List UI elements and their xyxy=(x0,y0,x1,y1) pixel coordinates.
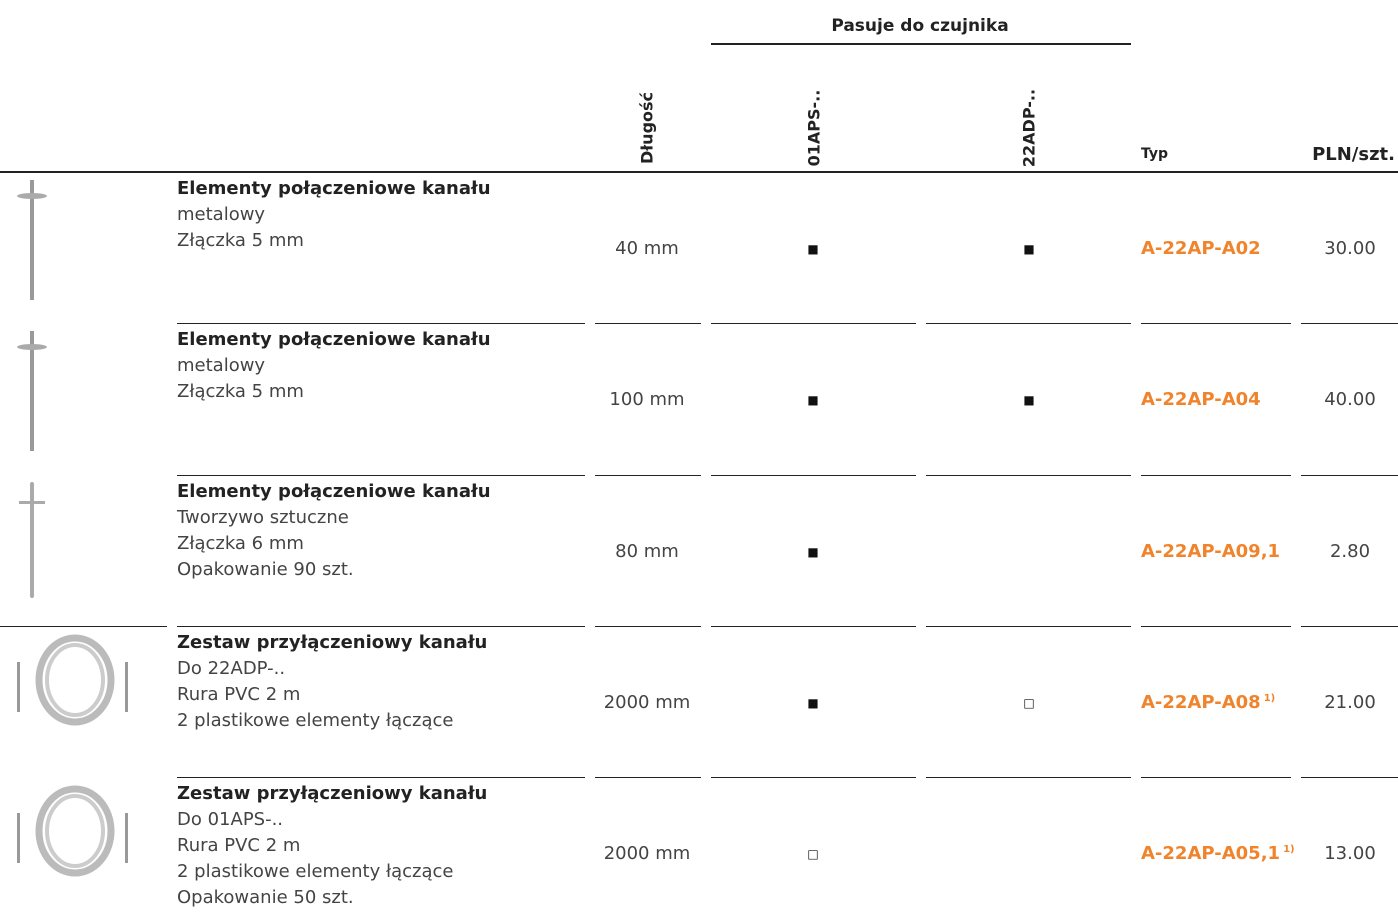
item-title: Elementy połączeniowe kanału xyxy=(177,178,491,199)
group-title: Pasuje do czujnika xyxy=(831,16,1009,36)
row-rule xyxy=(1141,625,1291,627)
item-detail: Tworzywo sztuczne xyxy=(177,506,349,528)
type-text: A-22AP-A02 xyxy=(1141,238,1261,259)
row-rule xyxy=(926,625,1131,627)
product-image xyxy=(17,331,47,451)
item-detail: 2 plastikowe elementy łączące xyxy=(177,861,454,883)
item-title: Zestaw przyłączeniowy kanału xyxy=(177,783,488,805)
type-code: A-22AP-A04 xyxy=(1141,389,1261,410)
row-rule xyxy=(1301,625,1398,627)
item-detail: Opakowanie 90 szt. xyxy=(177,558,354,580)
footnote: 1) xyxy=(1283,844,1295,856)
item-detail: Złączka 5 mm xyxy=(177,381,304,403)
price: 40.00 xyxy=(1324,389,1376,411)
length: 100 mm xyxy=(609,389,685,411)
sensor-header: 01APS-.. xyxy=(804,89,824,167)
row-rule xyxy=(595,625,701,627)
group-rule xyxy=(711,43,1131,45)
item-detail: metalowy xyxy=(177,204,266,225)
price-header: PLN/szt. xyxy=(1312,144,1395,165)
type-text: A-22AP-A09,1 xyxy=(1141,540,1281,562)
fit-mark: ■ xyxy=(807,242,819,256)
type-code: A-22AP-A05,1 1) xyxy=(1141,843,1295,864)
item-detail: Rura PVC 2 m xyxy=(177,835,301,857)
fit-mark: □ xyxy=(807,847,819,862)
row-rule xyxy=(595,777,701,779)
row-rule xyxy=(711,777,916,779)
product-image xyxy=(17,180,47,300)
row-rule xyxy=(0,625,167,627)
price: 13.00 xyxy=(1324,843,1376,865)
row-rule xyxy=(1141,323,1291,325)
item-title: Elementy połączeniowe kanału xyxy=(177,480,491,502)
row-rule xyxy=(711,474,916,476)
type-text: A-22AP-A08 xyxy=(1141,691,1261,713)
item-title: Elementy połączeniowe kanału xyxy=(177,329,491,351)
type-text: A-22AP-A05,1 xyxy=(1141,843,1281,865)
row-rule xyxy=(926,474,1131,476)
row-rule xyxy=(1301,777,1398,779)
row-rule xyxy=(177,777,585,779)
type-code: A-22AP-A09,1 xyxy=(1141,541,1280,562)
row-rule xyxy=(595,323,701,325)
item-detail: Złączka 6 mm xyxy=(177,532,304,554)
product-image xyxy=(17,785,128,877)
product-image xyxy=(19,482,45,598)
footnote: 1) xyxy=(1263,692,1276,704)
price: 21.00 xyxy=(1324,691,1376,713)
row-rule xyxy=(1141,474,1291,476)
row-rule xyxy=(177,323,585,325)
row-rule xyxy=(711,323,916,325)
row-rule xyxy=(1301,474,1398,476)
item-detail: Opakowanie 50 szt. xyxy=(177,887,354,909)
length: 40 mm xyxy=(615,238,679,259)
type-text: A-22AP-A04 xyxy=(1141,389,1261,411)
type-code: A-22AP-A02 xyxy=(1141,238,1261,259)
item-title: Zestaw przyłączeniowy kanału xyxy=(177,631,488,653)
type-header: Typ xyxy=(1141,146,1169,162)
row-rule xyxy=(595,474,701,476)
row-rule xyxy=(1141,777,1291,779)
row-rule xyxy=(1301,323,1398,325)
fit-mark: ■ xyxy=(807,695,819,710)
product-image xyxy=(17,634,128,726)
fit-mark: ■ xyxy=(807,544,819,559)
fit-mark: □ xyxy=(1023,695,1035,710)
type-code: A-22AP-A08 1) xyxy=(1141,692,1275,713)
length-header: Długość xyxy=(637,91,657,165)
length: 2000 mm xyxy=(603,691,691,713)
row-rule xyxy=(926,777,1131,779)
sensor-header: 22ADP-.. xyxy=(1019,88,1039,168)
price: 2.80 xyxy=(1329,540,1371,562)
item-detail: Do 01APS-.. xyxy=(177,809,284,831)
row-rule xyxy=(177,474,585,476)
price: 30.00 xyxy=(1324,238,1376,259)
item-detail: Rura PVC 2 m xyxy=(177,683,301,705)
header-rule xyxy=(0,171,1398,173)
fit-mark: ■ xyxy=(1023,393,1035,408)
row-rule xyxy=(177,625,585,627)
row-rule xyxy=(711,625,916,627)
item-detail: Złączka 5 mm xyxy=(177,230,304,251)
fit-mark: ■ xyxy=(1023,242,1035,256)
item-detail: Do 22ADP-.. xyxy=(177,657,286,679)
length: 2000 mm xyxy=(603,843,691,865)
length: 80 mm xyxy=(615,540,679,562)
fit-mark: ■ xyxy=(807,393,819,408)
item-detail: 2 plastikowe elementy łączące xyxy=(177,709,454,731)
row-rule xyxy=(926,323,1131,325)
item-detail: metalowy xyxy=(177,355,266,377)
